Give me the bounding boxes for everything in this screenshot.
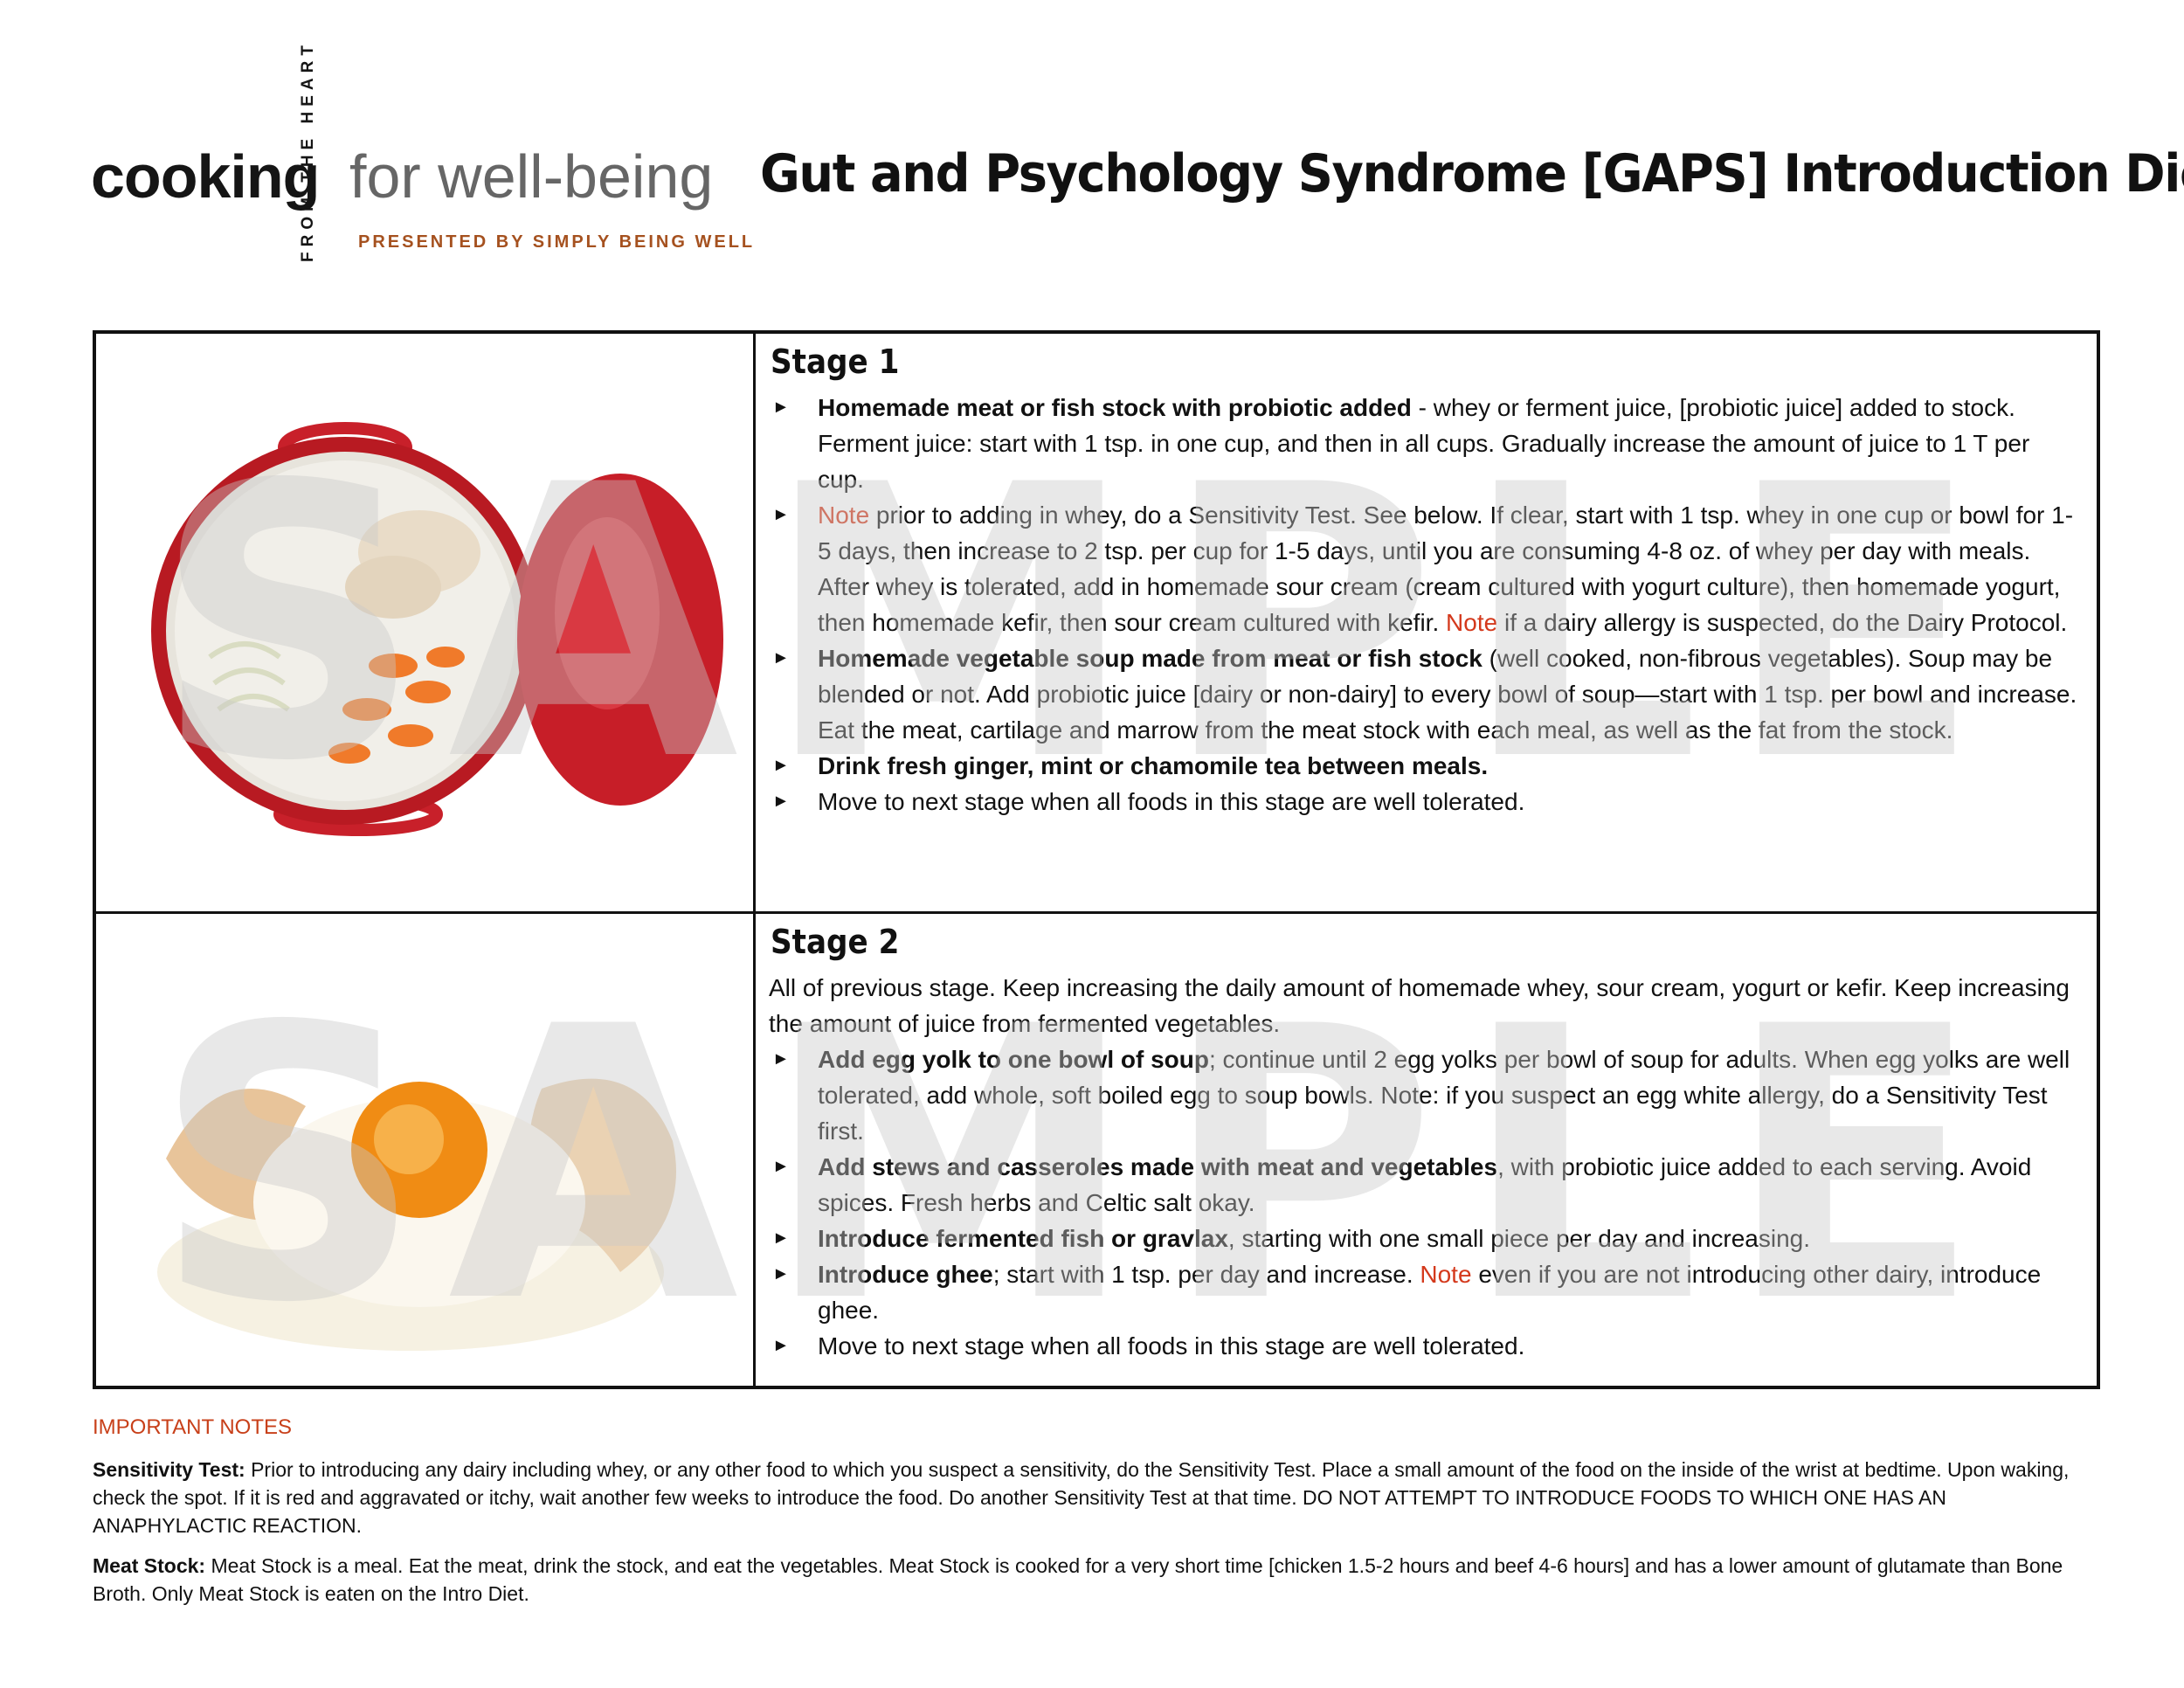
stage-1-row: Stage 1 ► Homemade meat or fish stock wit…	[96, 334, 2097, 914]
list-item: ► Note prior to adding in whey, do a Sens…	[769, 497, 2081, 640]
list-item: ► Add stews and casseroles made with meat…	[769, 1149, 2081, 1221]
list-item: ► Drink fresh ginger, mint or chamomile t…	[769, 748, 2081, 784]
bullet-icon: ►	[772, 1228, 790, 1248]
bullet-icon: ►	[772, 1264, 790, 1283]
bullet-icon: ►	[772, 505, 790, 524]
meat-stock-note: Meat Stock: Meat Stock is a meal. Eat th…	[93, 1554, 2063, 1605]
stage-2-content: Stage 2 All of previous stage. Keep incr…	[769, 923, 2081, 1364]
bullet-icon: ►	[772, 1049, 790, 1069]
stage-2-heading: Stage 2	[771, 923, 900, 961]
bullet-icon: ►	[772, 792, 790, 811]
stage-2-list: ► Add egg yolk to one bowl of soup; conti…	[769, 1041, 2081, 1364]
brand-logo: cooking FROM THE HEART for well-being PR…	[0, 0, 786, 315]
column-divider	[753, 334, 756, 911]
notes-title: IMPORTANT NOTES	[93, 1415, 293, 1439]
bullet-icon: ►	[772, 648, 790, 668]
bullet-icon: ►	[772, 1157, 790, 1176]
pot-of-stock-image	[151, 422, 723, 836]
cracked-egg-image	[157, 1078, 676, 1351]
sensitivity-test-note: Sensitivity Test: Prior to introducing a…	[93, 1458, 2070, 1537]
logo-presented-text: PRESENTED BY SIMPLY BEING WELL	[358, 232, 756, 252]
stage-table: Stage 1 ► Homemade meat or fish stock wit…	[93, 330, 2100, 1389]
list-item: ► Homemade vegetable soup made from meat …	[769, 640, 2081, 748]
list-item: ► Add egg yolk to one bowl of soup; conti…	[769, 1041, 2081, 1149]
column-divider	[753, 914, 756, 1386]
stage-2-row: Stage 2 All of previous stage. Keep incr…	[96, 914, 2097, 1386]
list-item: ► Introduce ghee; start with 1 tsp. per d…	[769, 1256, 2081, 1328]
logo-side-text: FROM THE HEART	[299, 40, 317, 262]
list-item: ► Homemade meat or fish stock with probio…	[769, 390, 2081, 497]
stage-1-content: Stage 1 ► Homemade meat or fish stock wit…	[769, 342, 2081, 820]
logo-cooking-text: cooking	[91, 142, 320, 211]
stage-1-list: ► Homemade meat or fish stock with probio…	[769, 390, 2081, 820]
bullet-icon: ►	[772, 1336, 790, 1355]
stage-1-heading: Stage 1	[771, 342, 900, 381]
bullet-icon: ►	[772, 398, 790, 417]
document-title: Gut and Psychology Syndrome [GAPS] Intro…	[760, 143, 2184, 204]
list-item: ► Introduce fermented fish or gravlax, st…	[769, 1221, 2081, 1256]
list-item: ► Move to next stage when all foods in th…	[769, 784, 2081, 820]
stage-2-intro: All of previous stage. Keep increasing t…	[769, 974, 2070, 1037]
important-notes: IMPORTANT NOTES Sensitivity Test: Prior …	[93, 1415, 2100, 1620]
list-item: ► Move to next stage when all foods in th…	[769, 1328, 2081, 1364]
logo-wellbeing-text: for well-being	[349, 142, 714, 211]
bullet-icon: ►	[772, 756, 790, 775]
